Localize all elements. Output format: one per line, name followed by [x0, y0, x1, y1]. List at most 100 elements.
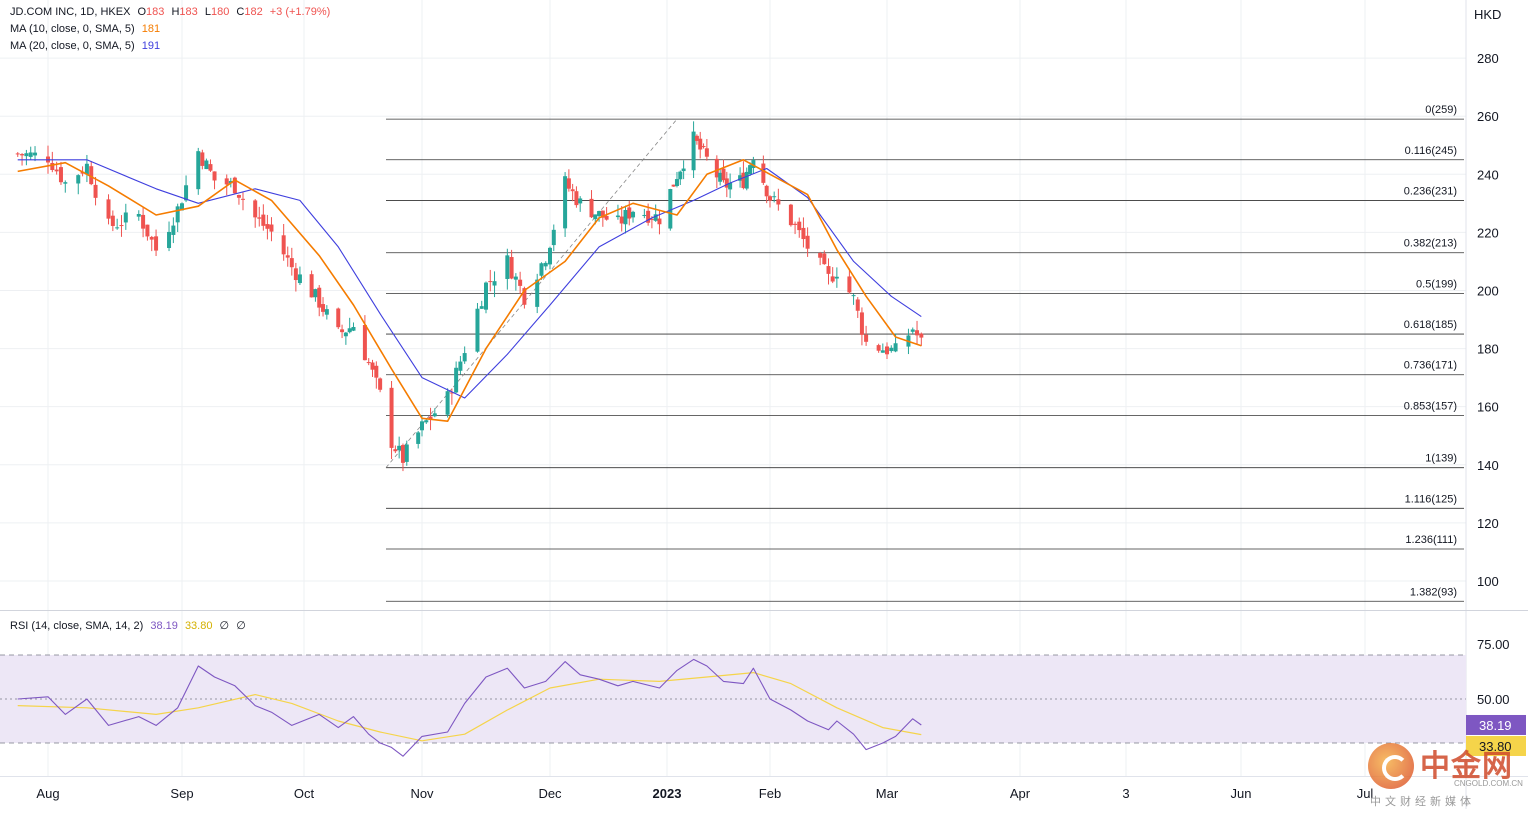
- candle-body: [347, 328, 352, 333]
- candle-body: [805, 235, 810, 249]
- candle-body: [724, 178, 729, 188]
- time-tick-label: Feb: [759, 786, 781, 801]
- rsi-legend-value: 38.19: [150, 620, 178, 632]
- fib-level-label: 0.5(199): [1416, 278, 1457, 290]
- candle-body: [741, 172, 746, 189]
- candle-body: [642, 214, 647, 216]
- candle-body: [880, 350, 885, 353]
- candle-body: [822, 253, 827, 265]
- candle-body: [600, 210, 605, 218]
- candle-body: [167, 231, 172, 249]
- time-tick-label: Apr: [1010, 786, 1031, 801]
- candle-body: [89, 166, 94, 185]
- rsi-tick-label: 50.00: [1477, 692, 1510, 707]
- time-tick-label: Nov: [410, 786, 434, 801]
- candle-body: [180, 203, 184, 211]
- candle-body: [110, 215, 115, 226]
- price-tick-label: 200: [1477, 283, 1499, 298]
- price-tick-label: 260: [1477, 109, 1499, 124]
- candle-body: [551, 229, 556, 246]
- price-tick-label: 220: [1477, 225, 1499, 240]
- candle-body: [604, 215, 609, 220]
- candle-body: [764, 185, 769, 197]
- candle-body: [370, 362, 375, 370]
- candle-body: [324, 309, 329, 315]
- candle-body: [691, 131, 696, 171]
- candle-body: [751, 160, 756, 168]
- candle-body: [889, 347, 894, 352]
- rsi-extra-2: ∅: [236, 620, 246, 632]
- candle-body: [859, 312, 864, 335]
- candle-body: [224, 178, 229, 185]
- rsi-line: [17, 658, 922, 757]
- price-tick-label: 100: [1477, 574, 1499, 589]
- candle-body: [589, 198, 594, 218]
- candle-body: [718, 172, 723, 182]
- time-tick-label: Mar: [876, 786, 899, 801]
- fib-level-label: 0.736(171): [1404, 360, 1457, 372]
- candle-body: [236, 194, 241, 198]
- candle-body: [893, 343, 898, 352]
- candle-body: [208, 164, 213, 171]
- fib-level-label: 1.236(111): [1405, 534, 1457, 546]
- candle-body: [241, 198, 245, 200]
- candle-body: [505, 255, 510, 279]
- candle-body: [416, 432, 421, 444]
- candle-body: [33, 152, 38, 156]
- candle-body: [20, 154, 25, 156]
- price-tick-label: 280: [1477, 51, 1499, 66]
- candle-body: [204, 160, 209, 170]
- candle-body: [671, 184, 676, 187]
- candle-body: [484, 282, 488, 310]
- candle-body: [196, 151, 201, 190]
- rsi-extra-1: ∅: [219, 620, 230, 632]
- candle-body: [15, 153, 20, 155]
- candle-body: [76, 175, 81, 184]
- candle-body: [714, 158, 719, 178]
- candle-body: [694, 135, 699, 141]
- candle-body: [915, 330, 920, 336]
- rsi-legend: RSI (14, close, SMA, 14, 2) 38.19 33.80 …: [10, 619, 250, 632]
- watermark: 中金网 CNGOLD.COM.CN 中文财经新媒体: [1368, 735, 1523, 808]
- candle-body: [479, 306, 484, 309]
- price-tick-label: 120: [1477, 516, 1499, 531]
- candle-body: [343, 332, 348, 337]
- candle-body: [631, 211, 636, 218]
- ma10-legend: MA (10, close, 0, SMA, 5) 181: [10, 23, 164, 35]
- candle-body: [420, 421, 424, 431]
- time-tick-label: 2023: [653, 786, 682, 801]
- candle-body: [475, 308, 480, 352]
- candle-body: [393, 449, 398, 452]
- candle-body: [285, 255, 290, 258]
- fib-trend-line: [385, 118, 678, 468]
- candle-body: [728, 182, 733, 190]
- candle-body: [649, 218, 654, 220]
- candle-body: [876, 345, 881, 351]
- fib-level-label: 1.116(125): [1405, 493, 1457, 505]
- chart-legend-main: JD.COM INC, 1D, HKEX O183 H183 L180 C182…: [10, 6, 334, 18]
- rsi-ma-legend-value: 33.80: [184, 620, 213, 632]
- ma10-line: [17, 159, 922, 423]
- candle-body: [317, 287, 322, 308]
- candle-body: [154, 236, 159, 251]
- time-tick-label: Aug: [36, 786, 59, 801]
- candle-body: [362, 324, 367, 361]
- candle-body: [885, 346, 889, 355]
- fib-level-label: 0.382(213): [1404, 238, 1457, 250]
- candle-body: [136, 214, 141, 217]
- candle-body: [619, 216, 624, 224]
- candle-body: [175, 206, 180, 223]
- candle-body: [776, 199, 781, 205]
- candle-body: [851, 295, 856, 297]
- candle-body: [509, 257, 514, 279]
- high-label: H183: [171, 6, 198, 18]
- candle-body: [919, 333, 924, 338]
- open-label: O183: [137, 6, 165, 18]
- price-tick-label: 140: [1477, 458, 1499, 473]
- candle-body: [818, 253, 823, 258]
- candle-body: [668, 189, 673, 229]
- fib-level-label: 0.853(157): [1404, 400, 1457, 412]
- candle-body: [681, 168, 686, 172]
- candle-body: [378, 378, 383, 390]
